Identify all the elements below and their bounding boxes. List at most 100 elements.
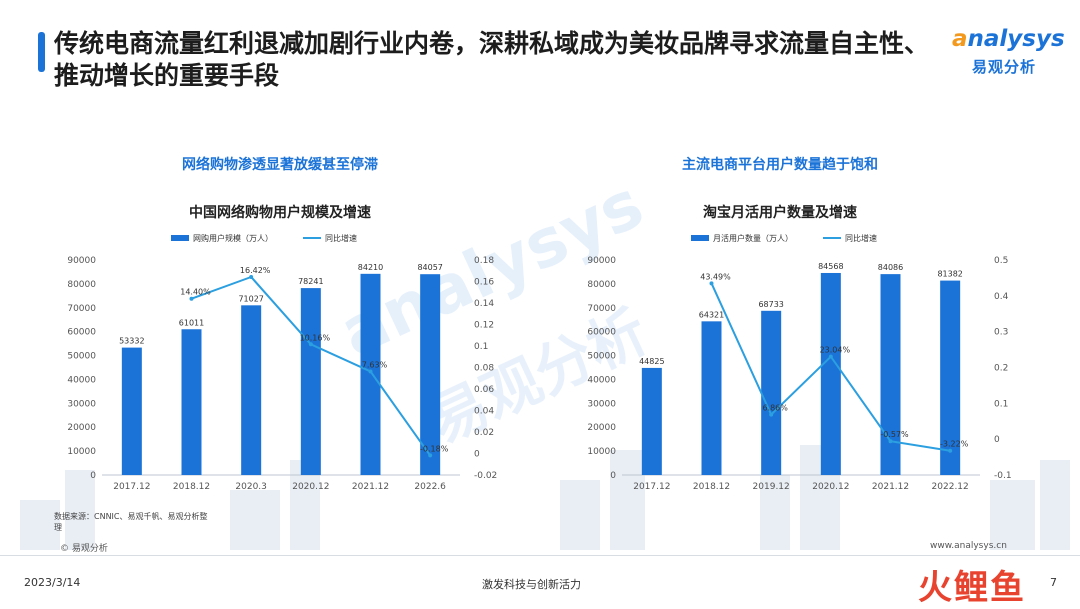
y-left-tick-label: 60000 [67, 328, 96, 338]
growth-rate-label: 23.04% [820, 346, 851, 355]
right-chart: 月活用户数量（万人） 同比增速 0 10000 20000 30000 40000 50000… [560, 225, 1040, 500]
y-left-tick-label: 0 [90, 471, 96, 481]
bar [420, 274, 441, 475]
bar-value-label: 53332 [119, 337, 144, 346]
bar-value-label: 78241 [298, 277, 323, 286]
logo-wordmark-rest: nalysys [967, 26, 1065, 52]
growth-rate-point [368, 369, 373, 374]
bar-value-label: 84086 [878, 263, 903, 272]
x-tick-label: 2022.12 [932, 482, 969, 492]
y-left-tick-label: 40000 [67, 375, 96, 385]
y-left-tick-label: 20000 [587, 423, 616, 433]
bar-value-label: 64321 [699, 310, 724, 319]
bar [820, 272, 841, 475]
bar [701, 321, 722, 475]
y-left-tick-label: 30000 [587, 399, 616, 409]
y-right-tick-label: 0 [474, 450, 480, 460]
y-left-tick-label: 0 [610, 471, 616, 481]
legend-bar-swatch [691, 235, 709, 241]
x-tick-label: 2019.12 [753, 482, 790, 492]
logo-chinese-name: 易观分析 [972, 58, 1037, 76]
y-right-tick-label: 0.12 [474, 321, 494, 331]
y-left-tick-label: 60000 [587, 328, 616, 338]
x-tick-label: 2020.3 [235, 482, 267, 492]
bar [360, 273, 381, 475]
y-left-tick-label: 90000 [587, 256, 616, 266]
y-right-tick-label: 0.1 [994, 399, 1008, 409]
y-left-tick-label: 70000 [587, 304, 616, 314]
growth-rate-point [948, 448, 953, 453]
chart-svg-taobao-mau: 月活用户数量（万人） 同比增速 0 10000 20000 30000 40000 50000… [587, 233, 1012, 492]
y-left-tick-label: 80000 [587, 280, 616, 290]
bar-value-label: 84057 [417, 263, 442, 272]
bar [940, 280, 961, 475]
x-tick-label: 2022.6 [414, 482, 446, 492]
bar [241, 305, 262, 475]
bar [121, 347, 142, 475]
data-source-note: 数据来源：CNNIC、易观千帆、易观分析整理 [54, 512, 208, 532]
x-tick-label: 2018.12 [173, 482, 210, 492]
title-accent-bar [38, 32, 45, 72]
growth-rate-point [428, 453, 433, 458]
corner-brand-logo: 火鲤鱼 [918, 568, 1026, 608]
growth-rate-label: 6.86% [762, 404, 788, 413]
growth-rate-label: 7.63% [362, 360, 388, 369]
footer-slogan: 激发科技与创新活力 [482, 578, 581, 591]
growth-rate-label: 14.40% [180, 288, 211, 297]
growth-rate-label: -0.18% [420, 444, 449, 453]
bar [641, 367, 662, 475]
y-right-tick-label: 0.16 [474, 278, 494, 288]
y-right-tick-label: 0.3 [994, 328, 1008, 338]
bar-value-label: 61011 [179, 318, 204, 327]
website-url[interactable]: www.analysys.cn [930, 541, 1007, 551]
right-chart-title: 淘宝月活用户数量及增速 [703, 205, 857, 221]
bar [880, 274, 901, 475]
growth-rate-label: 43.49% [700, 272, 731, 281]
y-left-tick-label: 70000 [67, 304, 96, 314]
y-left-tick-label: 30000 [67, 399, 96, 409]
y-right-tick-label: 0 [994, 435, 1000, 445]
y-right-tick-label: 0.1 [474, 342, 488, 352]
bar [300, 288, 321, 475]
y-right-tick-label: 0.5 [994, 256, 1008, 266]
growth-rate-point [189, 296, 194, 301]
growth-rate-point [308, 342, 313, 347]
y-left-tick-label: 10000 [67, 447, 96, 457]
bar-value-label: 44825 [639, 357, 664, 366]
y-left-tick-label: 50000 [587, 352, 616, 362]
x-tick-label: 2021.12 [352, 482, 389, 492]
x-tick-label: 2017.12 [633, 482, 670, 492]
growth-rate-label: 10.16% [300, 333, 331, 342]
left-chart: 网购用户规模（万人） 同比增速 0 10000 20000 30000 40000 50000… [40, 225, 520, 500]
bar-value-label: 81382 [937, 270, 962, 279]
bar [181, 329, 202, 475]
y-left-tick-label: 50000 [67, 352, 96, 362]
footer-divider [0, 555, 1080, 556]
copyright: © 易观分析 [60, 544, 108, 554]
chart-svg-users: 网购用户规模（万人） 同比增速 0 10000 20000 30000 40000 50000… [67, 233, 497, 492]
legend-bar-label: 月活用户数量（万人） [713, 233, 793, 243]
y-right-tick-label: 0.2 [994, 364, 1008, 374]
page-title: 传统电商流量红利退减加剧行业内卷，深耕私域成为美妆品牌寻求流量自主性、推动增长的… [54, 29, 930, 90]
bar-value-label: 71027 [238, 294, 263, 303]
growth-rate-point [888, 439, 893, 444]
x-tick-label: 2020.12 [292, 482, 329, 492]
logo-wordmark: analysys [952, 26, 1065, 52]
growth-rate-label: -3.22% [940, 440, 969, 449]
left-chart-title: 中国网络购物用户规模及增速 [189, 205, 371, 221]
analysys-logo: analysys 易观分析 [952, 26, 1067, 82]
bar-value-label: 68733 [758, 300, 783, 309]
y-right-tick-label: -0.1 [994, 471, 1012, 481]
y-left-tick-label: 20000 [67, 423, 96, 433]
y-right-tick-label: 0.04 [474, 407, 494, 417]
y-left-tick-label: 80000 [67, 280, 96, 290]
footer-date: 2023/3/14 [24, 576, 81, 589]
y-right-tick-label: -0.02 [474, 471, 497, 481]
y-right-tick-label: 0.18 [474, 256, 494, 266]
logo-wordmark-prefix: a [952, 26, 968, 52]
y-right-tick-label: 0.14 [474, 299, 494, 309]
growth-rate-point [769, 412, 774, 417]
growth-rate-point [709, 281, 714, 286]
x-tick-label: 2020.12 [812, 482, 849, 492]
x-tick-label: 2017.12 [113, 482, 150, 492]
